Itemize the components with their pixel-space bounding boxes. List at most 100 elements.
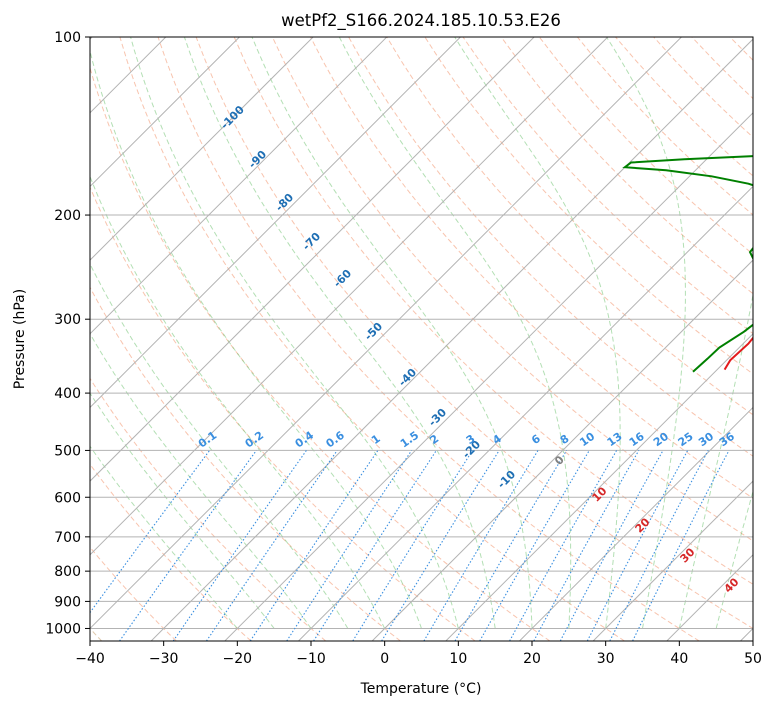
mixing-ratio-label: 8 (558, 432, 572, 447)
y-tick-label: 600 (54, 490, 81, 506)
mixing-ratio-line (609, 450, 709, 641)
mixing-ratio-line (381, 450, 500, 641)
mixing-ratio-label: 30 (696, 430, 716, 450)
dry-adiabat-label: -50 (362, 320, 385, 343)
x-tick-label: −30 (149, 651, 179, 667)
dry-adiabat (271, 37, 753, 542)
y-tick-label: 700 (54, 530, 81, 546)
mixing-ratio-line (509, 450, 618, 641)
dry-adiabat (119, 37, 625, 641)
y-tick-label: 300 (54, 312, 81, 328)
mixing-ratio-label: 1 (369, 432, 383, 447)
dry-adiabat (90, 66, 551, 641)
moist-adiabat (130, 37, 459, 629)
moist-adiabat (338, 37, 572, 629)
mixing-ratio-line (313, 450, 437, 641)
dry-adiabat (90, 377, 327, 641)
mixing-ratio-line (286, 450, 413, 641)
dry-adiabat-label: -90 (246, 148, 269, 171)
x-axis-label: Temperature (°C) (360, 681, 482, 697)
dry-adiabat (768, 37, 775, 641)
dry-adiabat (90, 185, 476, 641)
isotherm (90, 37, 388, 335)
dry-adiabat (90, 286, 401, 641)
line-labels: -100-90-80-70-60-50-40-30-20-100.1 0.2 0.4… (196, 103, 742, 596)
dry-adiabat (233, 37, 753, 585)
mixing-ratio-label: 4 (490, 432, 504, 447)
mixing-ratio-line (90, 450, 211, 614)
dry-adiabat (500, 37, 753, 295)
isotherm (666, 554, 753, 641)
dry-adiabat (538, 37, 753, 255)
dry-adiabat-label: -70 (300, 230, 323, 253)
dry-adiabat-label: -10 (495, 468, 518, 491)
dry-adiabat-label: -80 (273, 191, 296, 214)
dry-adiabat (157, 37, 700, 641)
mixing-ratio-line (533, 450, 640, 641)
moist-adiabat (251, 37, 533, 629)
isotherm (90, 37, 241, 188)
moist-adiabat (90, 445, 238, 629)
moist-adiabat-label: 20 (633, 515, 653, 535)
moist-adiabat-label: 40 (722, 575, 742, 595)
mixing-ratio-label: 1.5 (398, 429, 421, 451)
isotherm (90, 37, 314, 261)
y-tick-label: 900 (54, 594, 81, 610)
moist-adiabat (715, 489, 753, 629)
y-tick-label: 1000 (45, 621, 81, 637)
x-tick-label: 20 (523, 651, 541, 667)
mixing-ratio-line (632, 450, 730, 641)
isotherm (224, 112, 753, 641)
dry-adiabat-label: -30 (426, 406, 449, 429)
y-tick-label: 400 (54, 386, 81, 402)
isotherm (518, 406, 753, 641)
mixing-ratio-line (119, 450, 257, 641)
x-tick-label: 40 (670, 651, 688, 667)
mixing-ratio-label: 0.1 (196, 429, 219, 451)
x-tick-label: 50 (744, 651, 762, 667)
mixing-ratio-line (586, 450, 689, 641)
moist-adiabat (678, 292, 753, 629)
dry-adiabat (386, 37, 753, 416)
dry-adiabat (348, 37, 753, 457)
y-tick-label: 100 (54, 30, 81, 46)
temperature-profile (723, 336, 753, 371)
moist-adiabat-label: 30 (678, 545, 698, 565)
x-axis: −40 −30 −20 −10 0 10 20 30 40 50 (75, 641, 762, 667)
mixing-ratio-line (559, 450, 664, 641)
isotherm (90, 37, 462, 409)
x-tick-label: 10 (449, 651, 467, 667)
isotherm (90, 37, 167, 114)
y-tick-label: 800 (54, 564, 81, 580)
isotherm (90, 37, 535, 482)
moist-adiabat (90, 332, 312, 629)
moist-adiabat (90, 262, 349, 629)
moist-adiabat (454, 37, 621, 629)
isotherm (90, 37, 609, 556)
dry-adiabat (195, 37, 753, 630)
isotherm (297, 185, 753, 641)
moist-adiabat (183, 37, 496, 629)
data-series (622, 155, 753, 373)
mixing-ratio-line (172, 450, 307, 641)
background-grid (90, 37, 775, 641)
mixing-ratio-label: 0.2 (243, 429, 266, 451)
mixing-ratio-label: 16 (627, 430, 647, 450)
dry-adiabat (653, 37, 753, 138)
y-axis-label: Pressure (hPa) (12, 289, 28, 389)
moist-adiabat (90, 175, 386, 629)
mixing-ratio-line (205, 450, 338, 641)
mixing-ratio-label: 2 (428, 432, 442, 447)
dewpoint-profile (622, 155, 753, 373)
dry-adiabat (90, 546, 177, 641)
isotherm (371, 259, 753, 641)
isotherm (445, 333, 753, 641)
x-tick-label: −40 (75, 651, 105, 667)
isotherm (90, 37, 683, 630)
x-tick-label: −10 (296, 651, 326, 667)
mixing-ratio-line (249, 450, 379, 641)
dry-adiabat (90, 463, 252, 641)
moist-adiabat-label: 10 (590, 484, 610, 504)
mixing-ratio-label: 6 (529, 432, 543, 447)
